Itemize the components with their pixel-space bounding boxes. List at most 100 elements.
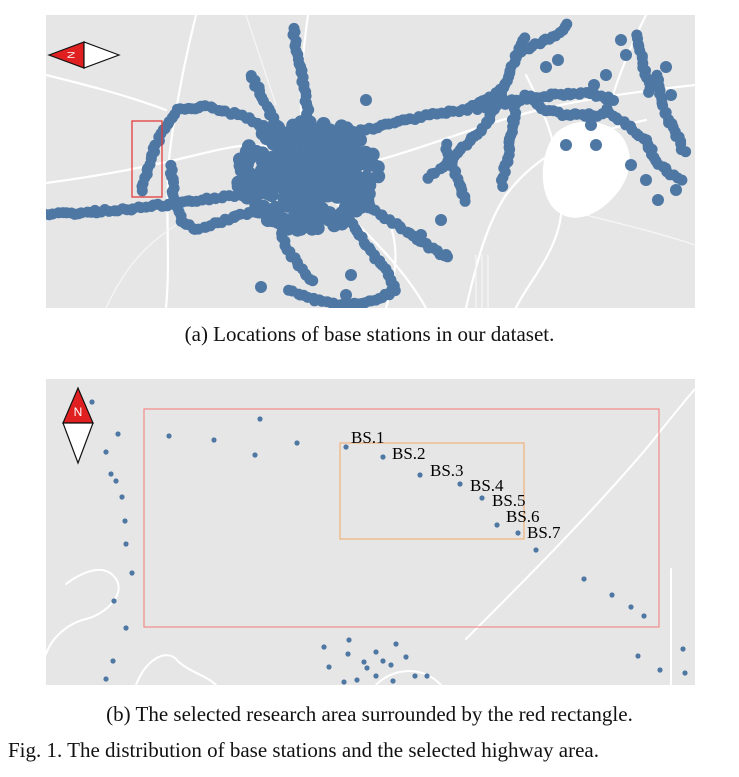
- base-station-marker: [288, 22, 300, 34]
- base-station-marker: [330, 154, 345, 169]
- base-station-marker: [251, 206, 262, 217]
- base-station-marker: [363, 153, 378, 168]
- base-station-marker: [628, 604, 634, 610]
- base-station-marker: [341, 679, 347, 685]
- base-station-marker: [390, 678, 396, 684]
- base-station-marker: [609, 592, 615, 598]
- compass-rose: N: [62, 386, 94, 465]
- base-station-marker: [257, 416, 263, 422]
- base-station-marker: [457, 481, 463, 487]
- base-station-marker: [306, 202, 321, 217]
- base-station-marker: [373, 673, 379, 679]
- base-station-marker: [373, 649, 379, 655]
- base-station-marker: [652, 194, 664, 206]
- base-station-marker: [670, 184, 682, 196]
- base-station-marker: [494, 522, 500, 528]
- base-station-marker: [346, 637, 352, 643]
- base-station-marker: [625, 159, 637, 171]
- base-station-marker: [519, 32, 531, 44]
- base-station-label: BS.6: [506, 507, 540, 526]
- base-station-marker: [166, 433, 172, 439]
- map-roads-thin: [105, 15, 695, 308]
- base-station-label: BS.3: [430, 461, 464, 480]
- base-station-marker: [657, 667, 663, 673]
- base-station-marker: [307, 219, 322, 234]
- base-station-marker: [283, 284, 295, 296]
- base-station-marker: [257, 187, 269, 198]
- base-station-marker: [321, 124, 336, 139]
- base-station-marker: [343, 444, 349, 450]
- base-station-marker: [393, 641, 399, 647]
- base-station-marker: [276, 173, 291, 188]
- base-station-marker: [479, 495, 485, 501]
- base-station-marker: [239, 144, 254, 159]
- base-station-marker: [615, 34, 627, 46]
- compass-rose: N: [47, 41, 121, 69]
- base-station-marker: [103, 449, 109, 455]
- base-station-marker: [440, 249, 452, 261]
- base-station-label: BS.5: [492, 491, 526, 510]
- base-station-marker: [255, 164, 267, 176]
- base-station-marker: [123, 541, 129, 547]
- base-station-marker: [635, 653, 641, 659]
- base-station-marker: [380, 658, 386, 664]
- compass-label: N: [67, 51, 78, 58]
- base-station-markers: [46, 18, 692, 308]
- base-station-label: BS.1: [351, 428, 385, 447]
- base-station-marker: [643, 86, 655, 98]
- selected-segment-rectangle: [339, 442, 525, 540]
- base-station-labels: BS.1 BS.2BS.3 BS.4BS.5BS.6BS.7: [351, 428, 561, 542]
- base-station-marker: [533, 547, 539, 553]
- base-station-marker: [279, 134, 291, 146]
- base-station-marker: [304, 167, 319, 182]
- base-station-map: N: [46, 15, 695, 308]
- figure-caption: Fig. 1. The distribution of base station…: [8, 738, 599, 762]
- lake: [542, 121, 630, 218]
- base-station-label: BS.7: [527, 523, 561, 542]
- base-station-marker: [680, 646, 686, 652]
- base-station-marker: [255, 281, 267, 293]
- base-station-marker: [435, 214, 447, 226]
- base-station-marker: [515, 530, 521, 536]
- base-station-marker: [600, 69, 612, 81]
- base-station-marker: [680, 146, 692, 158]
- base-station-marker: [252, 452, 258, 458]
- base-station-marker: [361, 659, 367, 665]
- base-station-marker: [581, 576, 587, 582]
- base-station-marker: [403, 654, 409, 660]
- base-station-marker: [412, 673, 418, 679]
- research-area-rectangle: [143, 408, 660, 628]
- base-station-marker: [294, 440, 300, 446]
- base-station-marker: [590, 139, 602, 151]
- map-roads: [46, 388, 695, 685]
- base-station-marker: [422, 172, 434, 184]
- research-area-map: BS.1 BS.2BS.3 BS.4BS.5BS.6BS.7 N: [46, 386, 695, 685]
- base-station-marker: [641, 613, 647, 619]
- base-station-marker: [111, 598, 117, 604]
- base-station-marker: [321, 644, 327, 650]
- base-station-marker: [345, 269, 357, 281]
- base-station-marker: [676, 174, 688, 186]
- base-station-marker: [344, 189, 359, 204]
- base-station-markers: [89, 399, 688, 685]
- base-station-marker: [424, 673, 430, 679]
- base-station-marker: [307, 275, 319, 287]
- base-station-marker: [588, 79, 600, 91]
- base-station-marker: [294, 160, 309, 175]
- base-station-marker: [560, 139, 572, 151]
- base-station-marker: [561, 18, 573, 30]
- base-station-marker: [620, 49, 632, 61]
- base-station-label: BS.2: [392, 444, 426, 463]
- base-station-marker: [307, 127, 322, 142]
- base-station-marker: [552, 54, 564, 66]
- base-station-marker: [388, 662, 394, 668]
- compass-arrow-south: [83, 41, 121, 69]
- base-station-marker: [122, 518, 128, 524]
- caption-b: (b) The selected research area surrounde…: [106, 702, 633, 726]
- base-station-marker: [349, 169, 364, 184]
- base-station-marker: [234, 163, 249, 178]
- base-station-marker: [327, 218, 342, 233]
- base-station-marker: [340, 289, 352, 301]
- base-station-marker: [110, 658, 116, 664]
- base-station-marker: [103, 676, 109, 682]
